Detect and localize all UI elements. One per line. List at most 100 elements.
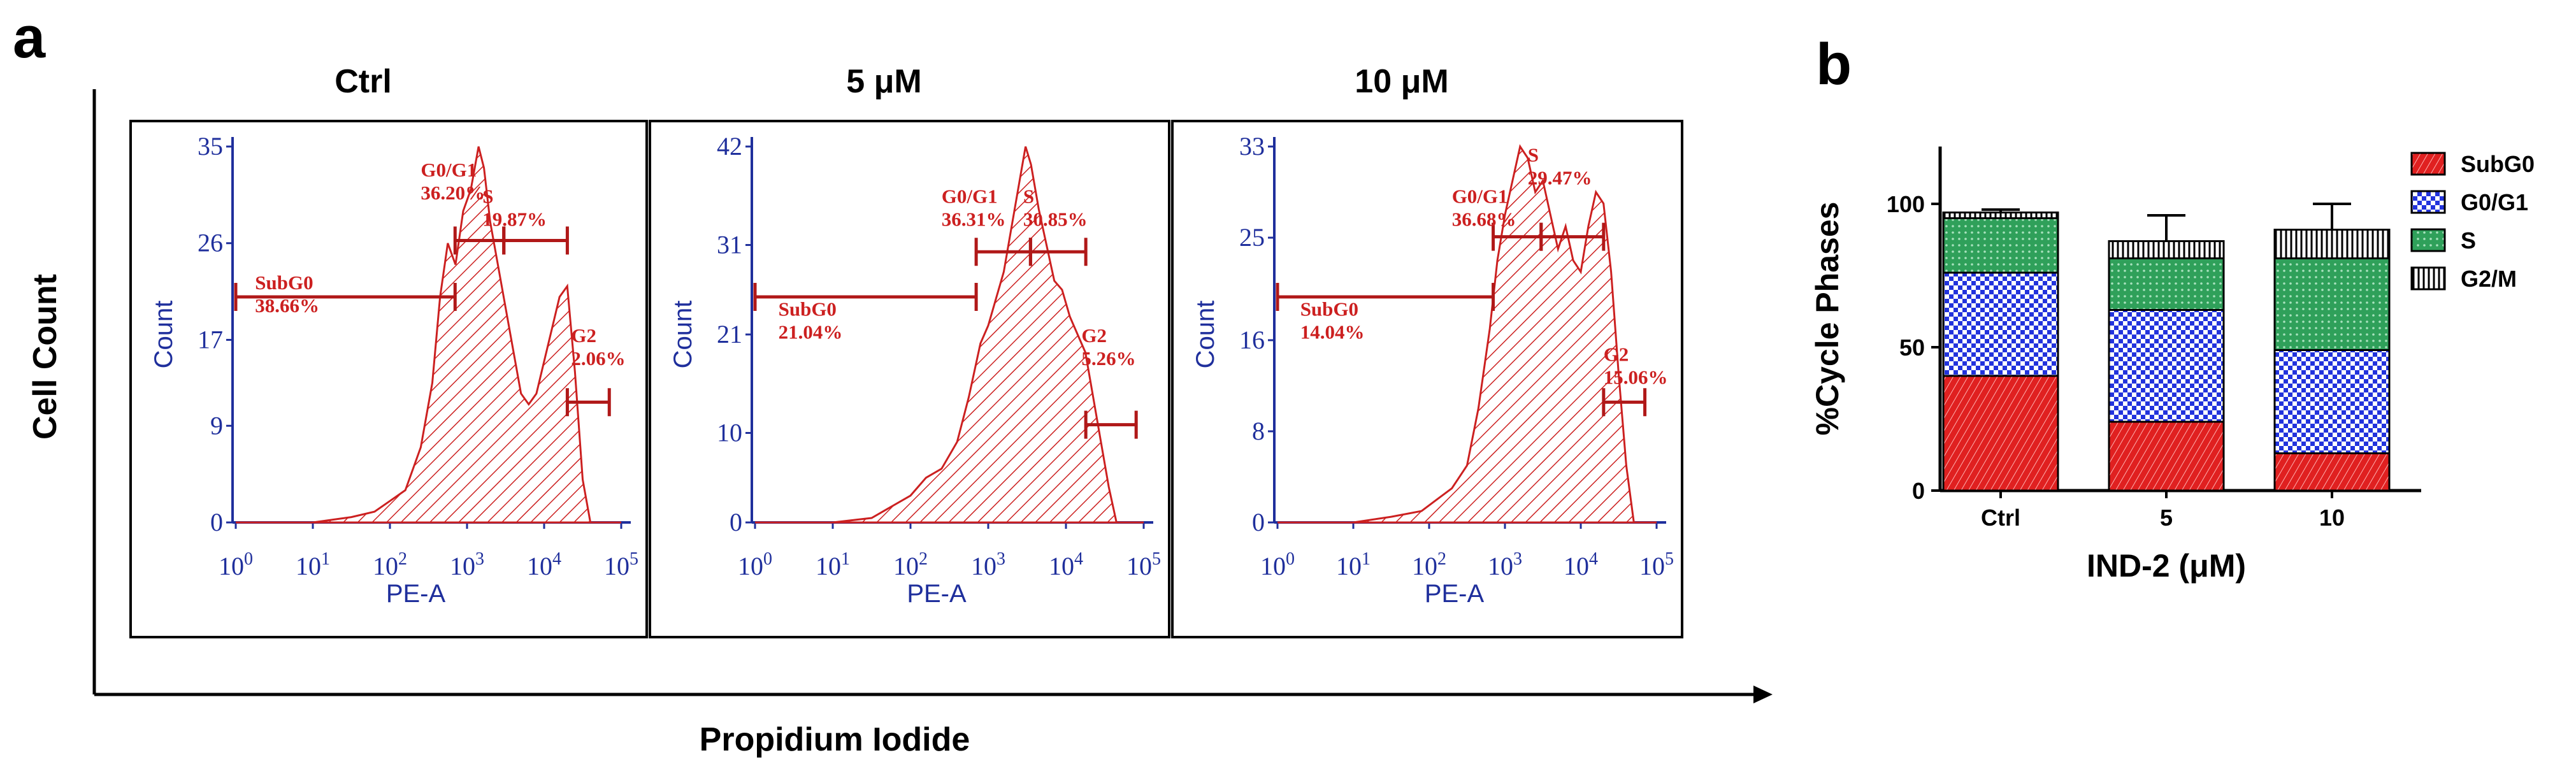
gate-name: SubG0: [255, 271, 313, 294]
bar-segment-subg0: [1942, 375, 2059, 492]
gate-name: G2: [1604, 343, 1629, 365]
y-tick-label: 0: [210, 508, 223, 536]
y-tick-label: 10: [717, 419, 742, 447]
y-tick-label: 8: [1252, 417, 1265, 445]
panel-a-y-title: Cell Count: [27, 274, 64, 440]
gate-percent: 15.06%: [1604, 366, 1668, 388]
gate-percent: 14.04%: [1300, 321, 1365, 343]
histogram-y-label: Count: [1191, 301, 1220, 369]
gate-name: G2: [1081, 324, 1107, 347]
gate-percent: 30.85%: [1023, 208, 1088, 231]
legend-swatch-g2m: [2410, 266, 2446, 291]
gate-percent: 2.06%: [571, 347, 625, 370]
x-tick-label: 103: [450, 549, 484, 580]
gate-percent: 5.26%: [1081, 347, 1135, 370]
x-tick-label: 103: [1488, 549, 1522, 580]
histogram-title-10uM: 10 μM: [1355, 63, 1448, 100]
gate-name: G2: [571, 324, 596, 347]
x-tick-label: 103: [971, 549, 1005, 580]
bar-segment-g2m: [2273, 229, 2391, 259]
legend-swatch-subg0: [2410, 152, 2446, 176]
histogram-area-5uM: [755, 146, 1144, 524]
legend-label: SubG0: [2461, 151, 2535, 177]
y-tick-label: 21: [717, 320, 742, 349]
x-tick-label: 105: [1639, 549, 1674, 580]
gate-percent: 36.68%: [1452, 208, 1516, 231]
y-tick-label: 42: [717, 132, 742, 161]
histogram-ctrl: Ctrl 0 9 17 26 35 100 101 102 103 104 105 PE-A Count S…: [129, 63, 648, 638]
y-tick-label: 16: [1239, 326, 1265, 354]
histogram-title-5uM: 5 μM: [846, 63, 922, 100]
histogram-area-10uM: [1277, 144, 1657, 524]
legend-label: G2/M: [2461, 266, 2517, 292]
x-tick-label: 100: [1260, 549, 1295, 580]
bar-segment-g0g1: [2108, 309, 2225, 423]
legend-label: G0/G1: [2461, 189, 2528, 215]
gate-percent: 36.31%: [942, 208, 1006, 231]
bar-x-tick-label: Ctrl: [1981, 505, 2020, 531]
x-tick-label: 101: [1336, 549, 1371, 580]
panel-a-letter: a: [13, 5, 46, 70]
stacked-bar-chart: 0 50 100 Ctrl 5 10 IND-2 (μM) %Cycle Phases SubG…: [1810, 147, 2535, 584]
y-tick-label: 31: [717, 231, 742, 259]
bar-y-tick-label: 100: [1887, 191, 1925, 217]
legend-swatch-s: [2410, 228, 2446, 252]
histogram-x-label: PE-A: [1425, 580, 1485, 608]
histogram-title-ctrl: Ctrl: [335, 63, 392, 100]
panel-a-x-title: Propidium Iodide: [700, 721, 970, 758]
bar-segment-s: [1942, 217, 2059, 274]
gate-percent: 21.04%: [779, 321, 843, 343]
gate-percent: 19.87%: [482, 208, 547, 231]
histogram-x-label: PE-A: [386, 580, 446, 608]
x-tick-label: 100: [219, 549, 253, 580]
histogram-y-label: Count: [669, 301, 697, 369]
histogram-area-ctrl: [236, 146, 621, 524]
gate-percent: 29.47%: [1528, 167, 1592, 189]
bar-y-tick-label: 50: [1899, 334, 1925, 361]
y-tick-label: 17: [198, 325, 223, 354]
bar-segment-s: [2273, 257, 2391, 351]
y-tick-label: 0: [1252, 508, 1265, 536]
gate-name: SubG0: [1300, 298, 1358, 320]
x-tick-label: 101: [296, 549, 330, 580]
gate-name: SubG0: [779, 298, 837, 320]
panel-b-letter: b: [1816, 32, 1852, 97]
bar-segment-g0g1: [1942, 271, 2059, 377]
gate-name: S: [482, 185, 493, 208]
x-tick-label: 104: [527, 549, 561, 580]
x-tick-label: 102: [373, 549, 407, 580]
bar-y-label: %Cycle Phases: [1810, 202, 1845, 436]
gate-name: G0/G1: [942, 185, 998, 208]
bar-segment-subg0: [2108, 420, 2225, 492]
histogram-frame-10uM: [1171, 120, 1683, 638]
y-tick-label: 33: [1239, 132, 1265, 161]
y-tick-label: 25: [1239, 223, 1265, 252]
histogram-frame-ctrl: [129, 120, 648, 638]
y-tick-label: 26: [198, 229, 223, 257]
x-tick-label: 101: [816, 549, 850, 580]
x-tick-label: 102: [1412, 549, 1446, 580]
bar-y-tick-label: 0: [1912, 478, 1925, 504]
x-tick-label: 104: [1564, 549, 1598, 580]
gate-name: S: [1528, 144, 1539, 166]
y-tick-label: 35: [198, 132, 223, 161]
gate-percent: 36.20%: [421, 182, 485, 204]
x-tick-label: 105: [1126, 549, 1161, 580]
bar-x-tick-label: 10: [2319, 505, 2345, 531]
bar-segment-subg0: [2273, 452, 2391, 492]
bar-x-label: IND-2 (μM): [2087, 548, 2246, 584]
histogram-frame-5uM: [649, 120, 1170, 638]
histogram-5uM: 5 μM 0 10 21 31 42 100 101 102 103 104 105 PE-A Count…: [649, 63, 1170, 638]
bar-segment-s: [2108, 257, 2225, 311]
gate-name: G0/G1: [1452, 185, 1508, 208]
gate-name: S: [1023, 185, 1034, 208]
bar-segment-g2m: [1942, 212, 2059, 219]
bar-x-tick-label: 5: [2160, 505, 2173, 531]
histogram-y-label: Count: [150, 301, 178, 369]
x-tick-label: 104: [1049, 549, 1083, 580]
y-tick-label: 0: [730, 508, 742, 536]
bar-segment-g2m: [2108, 240, 2225, 259]
y-tick-label: 9: [210, 411, 223, 440]
x-tick-label: 105: [604, 549, 638, 580]
